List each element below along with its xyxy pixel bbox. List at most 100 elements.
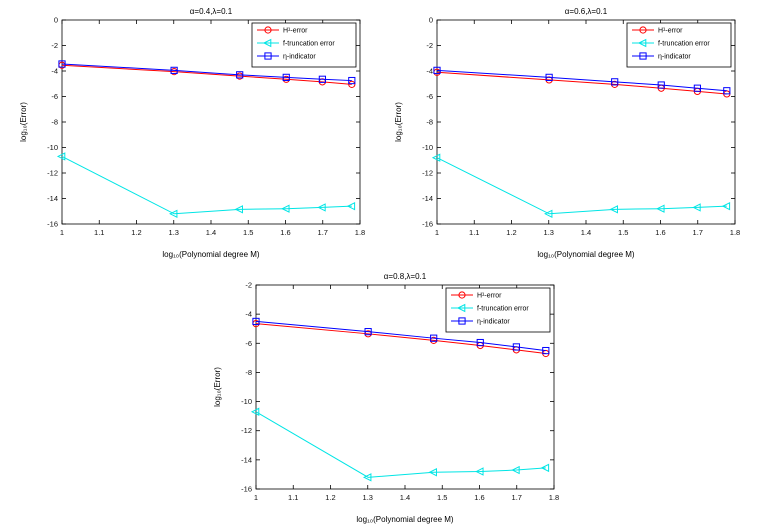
x-tick-label: 1.5	[618, 228, 628, 237]
x-tick-label: 1.4	[581, 228, 591, 237]
series-line	[255, 323, 546, 354]
y-tick-label: 0	[429, 16, 433, 25]
y-tick-label: -4	[245, 310, 252, 319]
y-tick-label: -12	[241, 426, 252, 435]
triangle-left-marker	[234, 205, 243, 214]
x-tick-label: 1.2	[506, 228, 516, 237]
x-tick-label: 1.6	[280, 228, 290, 237]
circle-marker	[639, 26, 647, 34]
square-marker	[458, 317, 466, 325]
series-line	[61, 63, 352, 82]
square-marker	[611, 78, 619, 86]
square-marker	[252, 317, 260, 326]
x-tick-label: 1.4	[206, 228, 216, 237]
x-tick-label: 1.2	[131, 228, 141, 237]
y-tick-label: -4	[426, 67, 433, 76]
square-marker	[476, 338, 484, 347]
chart-svg: 1 1.1 1.2 1.3 1.4 1.5 1.6 1.7 1.8 0 -2 -4 -6 -8 -10 -12…	[394, 7, 740, 259]
x-tick-label: 1	[254, 493, 258, 502]
x-tick-label: 1.6	[655, 228, 665, 237]
series-line	[255, 320, 546, 352]
x-tick-label: 1.7	[693, 228, 703, 237]
y-tick-label: -8	[426, 118, 433, 127]
triangle-left-marker	[609, 205, 618, 214]
triangle-left-marker	[428, 468, 437, 477]
square-marker	[348, 76, 356, 85]
y-tick-label: -2	[426, 41, 433, 50]
x-tick-label: 1	[435, 228, 439, 237]
square-marker	[170, 66, 178, 74]
x-axis-label: log₁₀(Polynomial degree M)	[537, 250, 635, 259]
y-tick-label: -2	[51, 41, 58, 50]
chart-alpha-0-8: 1 1.1 1.2 1.3 1.4 1.5 1.6 1.7 1.8 -2 -4 -6 -8 -10 -12 -…	[208, 269, 564, 527]
triangle-left-marker	[637, 38, 647, 48]
legend-label: η-indicator	[477, 319, 510, 326]
square-marker	[693, 84, 701, 92]
y-tick-label: -14	[422, 194, 433, 203]
x-tick-label: 1.7	[318, 228, 328, 237]
y-tick-label: -12	[47, 169, 58, 178]
square-marker	[282, 73, 290, 81]
y-tick-label: -10	[422, 143, 433, 152]
chart-alpha-0-6: 1 1.1 1.2 1.3 1.4 1.5 1.6 1.7 1.8 0 -2 -4 -6 -8 -10 -12…	[389, 4, 745, 262]
square-marker	[318, 75, 326, 83]
y-axis-label: log₁₀(Error)	[213, 367, 222, 407]
square-marker	[512, 343, 520, 351]
square-marker	[264, 52, 272, 60]
triangle-left-marker	[692, 203, 701, 212]
chart-svg: 1 1.1 1.2 1.3 1.4 1.5 1.6 1.7 1.8 0 -2 -4 -6 -8 -10 -12…	[19, 7, 365, 259]
triangle-left-marker	[169, 209, 178, 219]
triangle-left-marker	[656, 204, 665, 213]
y-tick-label: 0	[54, 16, 58, 25]
y-tick-label: -10	[241, 397, 252, 406]
legend-label: f-truncation error	[283, 41, 335, 48]
triangle-left-marker	[544, 209, 553, 219]
triangle-left-marker	[346, 201, 356, 211]
x-tick-label: 1.1	[469, 228, 479, 237]
x-tick-label: 1	[60, 228, 64, 237]
square-marker	[58, 60, 66, 68]
legend-label: H¹-error	[477, 293, 502, 300]
legend-label: f-truncation error	[658, 41, 710, 48]
triangle-left-marker	[456, 303, 466, 313]
x-axis-label: log₁₀(Polynomial degree M)	[162, 250, 260, 259]
x-tick-label: 1.1	[288, 493, 298, 502]
square-marker	[236, 71, 244, 79]
y-tick-label: -2	[245, 281, 252, 290]
series-line	[436, 157, 727, 215]
legend-label: H¹-error	[283, 28, 308, 35]
triangle-left-marker	[721, 201, 731, 211]
y-tick-label: -6	[51, 92, 58, 101]
chart-title: α=0.6,λ=0.1	[565, 7, 608, 16]
x-tick-label: 1.5	[243, 228, 253, 237]
chart-title: α=0.4,λ=0.1	[190, 7, 233, 16]
x-tick-label: 1.8	[730, 228, 740, 237]
series-line	[61, 155, 352, 215]
y-tick-label: -10	[47, 143, 58, 152]
triangle-left-marker	[250, 407, 260, 416]
y-tick-label: -6	[245, 339, 252, 348]
triangle-left-marker	[475, 467, 484, 476]
triangle-left-marker	[262, 38, 272, 48]
y-tick-label: -8	[51, 118, 58, 127]
legend-label: f-truncation error	[477, 306, 529, 313]
square-marker	[657, 81, 665, 89]
square-marker	[639, 52, 647, 60]
x-tick-label: 1.4	[400, 493, 410, 502]
y-tick-label: -14	[241, 455, 252, 464]
y-tick-label: -4	[51, 67, 58, 76]
triangle-left-marker	[431, 153, 441, 162]
triangle-left-marker	[511, 465, 520, 475]
y-tick-label: -16	[422, 220, 433, 229]
square-marker	[545, 73, 553, 81]
series-line	[436, 69, 727, 92]
series-line	[61, 64, 352, 85]
x-tick-label: 1.7	[512, 493, 522, 502]
triangle-left-marker	[540, 463, 550, 473]
x-tick-label: 1.8	[355, 228, 365, 237]
y-tick-label: -16	[47, 220, 58, 229]
square-marker	[433, 66, 441, 74]
y-axis-label: log₁₀(Error)	[394, 102, 403, 142]
x-tick-label: 1.3	[544, 228, 554, 237]
